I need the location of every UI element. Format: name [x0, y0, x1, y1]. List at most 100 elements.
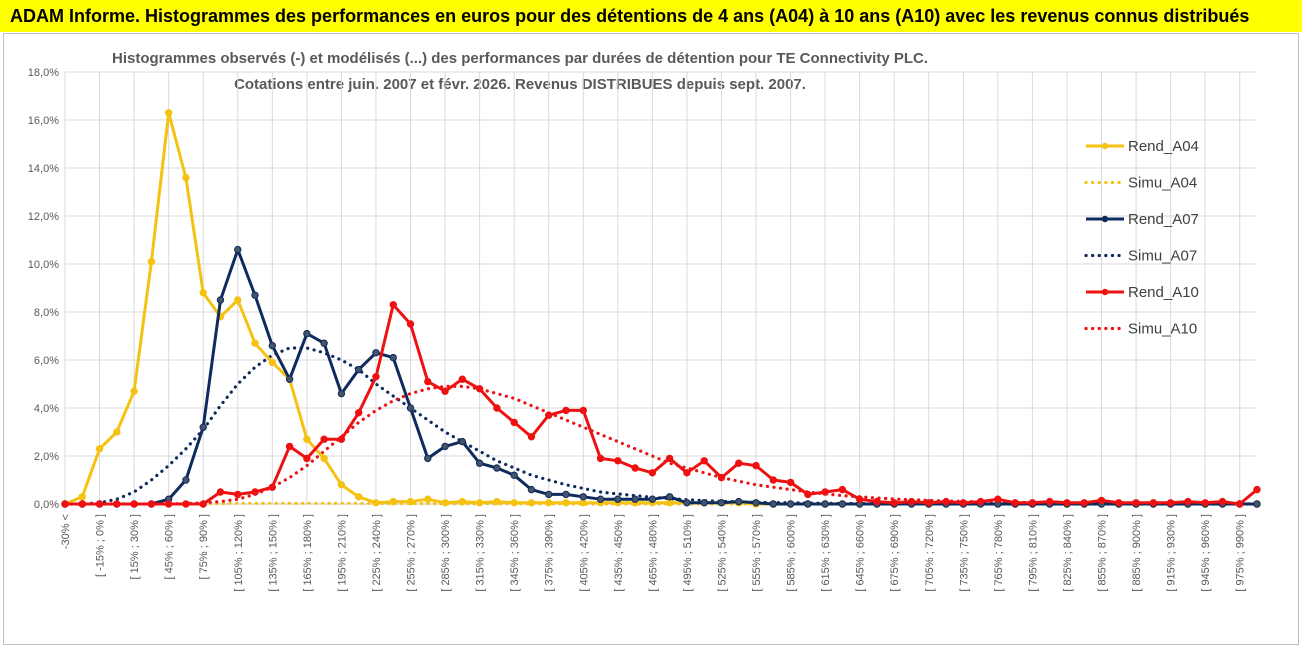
data-point-Rend_A04	[147, 257, 156, 266]
data-point-Rend_A04	[510, 499, 518, 507]
chart-title-line2: Cotations entre juin. 2007 et févr. 2026…	[234, 76, 806, 93]
data-point-Rend_A10	[821, 488, 829, 496]
x-tick-label: [ 45% ; 60% ]	[164, 514, 176, 579]
data-point-Rend_A10	[631, 464, 639, 472]
series-line-Simu_A04	[63, 501, 1259, 506]
y-tick-label: 8,0%	[34, 307, 59, 319]
legend-item-Rend_A04: Rend_A04	[1086, 138, 1199, 155]
chart-frame	[3, 33, 1299, 645]
data-point-Rend_A10	[648, 469, 657, 477]
x-tick-label: [ 225% ; 240% ]	[371, 514, 383, 592]
data-point-Rend_A04	[372, 499, 380, 507]
data-point-Rend_A07	[700, 499, 708, 507]
y-tick-label: 12,0%	[28, 211, 59, 223]
data-point-Rend_A04	[95, 445, 104, 453]
series-Rend_A07	[61, 245, 1261, 508]
data-point-Rend_A04	[458, 497, 467, 506]
data-point-Rend_A10	[1132, 499, 1140, 507]
data-point-Rend_A07	[406, 404, 415, 412]
data-point-Rend_A10	[458, 375, 467, 383]
data-point-Rend_A04	[320, 454, 328, 463]
data-point-Rend_A07	[510, 471, 518, 479]
data-point-Rend_A07	[804, 500, 812, 508]
legend-item-Rend_A10: Rend_A10	[1086, 284, 1199, 301]
data-point-Rend_A10	[976, 497, 985, 506]
data-point-Rend_A10	[147, 500, 156, 508]
data-point-Rend_A10	[424, 377, 432, 386]
data-point-Rend_A07	[596, 495, 605, 503]
x-tick-label: [ 165% ; 180% ]	[302, 514, 314, 592]
series-Rend_A04	[61, 109, 1261, 508]
y-tick-label: 6,0%	[34, 355, 59, 367]
data-point-Rend_A07	[424, 454, 432, 463]
data-point-Rend_A04	[545, 499, 553, 507]
data-point-Rend_A10	[61, 500, 69, 508]
y-tick-label: 18,0%	[28, 67, 59, 79]
x-tick-label: [ 795% ; 810% ]	[1027, 514, 1039, 592]
data-point-Rend_A10	[994, 495, 1002, 503]
x-tick-label: [ 375% ; 390% ]	[544, 514, 556, 592]
data-point-Rend_A10	[1236, 500, 1244, 508]
y-tick-label: 14,0%	[28, 163, 59, 175]
data-point-Rend_A04	[130, 387, 138, 395]
data-point-Rend_A04	[113, 428, 121, 436]
y-tick-label: 2,0%	[34, 451, 59, 463]
legend-label: Rend_A07	[1128, 211, 1199, 228]
y-tick-label: 4,0%	[34, 403, 59, 415]
x-tick-label: [ 255% ; 270% ]	[406, 514, 418, 592]
data-point-Rend_A10	[216, 488, 225, 496]
data-point-Rend_A07	[389, 353, 397, 362]
series-Simu_A04	[63, 501, 1259, 506]
data-point-Rend_A04	[78, 493, 86, 501]
data-point-Rend_A10	[1184, 497, 1192, 506]
legend-label: Rend_A04	[1128, 138, 1199, 155]
data-point-Rend_A07	[234, 245, 242, 254]
data-point-Rend_A10	[579, 406, 587, 415]
data-point-Rend_A07	[735, 497, 743, 506]
x-tick-label: [ 765% ; 780% ]	[993, 514, 1005, 592]
x-tick-label: [ 75% ; 90% ]	[198, 514, 210, 579]
data-point-Rend_A10	[320, 435, 328, 443]
legend-item-Simu_A07: Simu_A07	[1084, 248, 1197, 265]
x-tick-label: [ 525% ; 540% ]	[716, 514, 728, 592]
data-point-Rend_A04	[475, 499, 484, 507]
x-tick-label: [ 975% ; 990% ]	[1235, 514, 1247, 592]
legend-item-Rend_A07: Rend_A07	[1086, 211, 1199, 228]
data-point-Rend_A07	[665, 493, 674, 501]
data-point-Rend_A07	[562, 490, 570, 499]
legend-item-Simu_A10: Simu_A10	[1084, 321, 1197, 338]
data-point-Rend_A10	[303, 454, 311, 463]
data-point-Rend_A10	[735, 459, 743, 467]
data-point-Rend_A10	[95, 500, 104, 508]
data-point-Rend_A07	[268, 341, 277, 350]
data-point-Rend_A10	[130, 500, 138, 508]
series-Simu_A07	[63, 346, 1259, 506]
banner-title: ADAM Informe. Histogrammes des performan…	[10, 5, 1250, 26]
data-point-Rend_A04	[493, 497, 501, 506]
data-point-Rend_A07	[216, 296, 225, 304]
legend-label: Simu_A04	[1128, 175, 1197, 192]
legend-label: Simu_A07	[1128, 248, 1197, 265]
legend-marker	[1101, 215, 1109, 223]
x-tick-label: [ 915% ; 930% ]	[1166, 514, 1178, 592]
data-point-Rend_A07	[683, 499, 691, 507]
data-point-Rend_A07	[337, 389, 346, 398]
data-point-Rend_A07	[182, 476, 190, 484]
x-tick-label: [ 15% ; 30% ]	[129, 514, 141, 579]
series-layer	[61, 109, 1261, 508]
data-point-Rend_A07	[821, 500, 829, 508]
data-point-Rend_A04	[389, 497, 397, 506]
data-point-Rend_A04	[251, 339, 259, 347]
data-point-Rend_A07	[838, 500, 847, 508]
data-point-Rend_A10	[614, 457, 622, 465]
data-point-Rend_A10	[1063, 499, 1071, 507]
grid	[64, 71, 1257, 505]
data-point-Rend_A10	[1097, 496, 1106, 505]
data-point-Rend_A04	[303, 435, 311, 443]
data-point-Rend_A10	[683, 469, 691, 477]
data-point-Rend_A10	[855, 495, 864, 503]
data-point-Rend_A10	[1080, 499, 1088, 507]
data-point-Rend_A10	[493, 404, 501, 412]
data-point-Rend_A10	[1149, 499, 1158, 507]
y-tick-label: 16,0%	[28, 115, 59, 127]
